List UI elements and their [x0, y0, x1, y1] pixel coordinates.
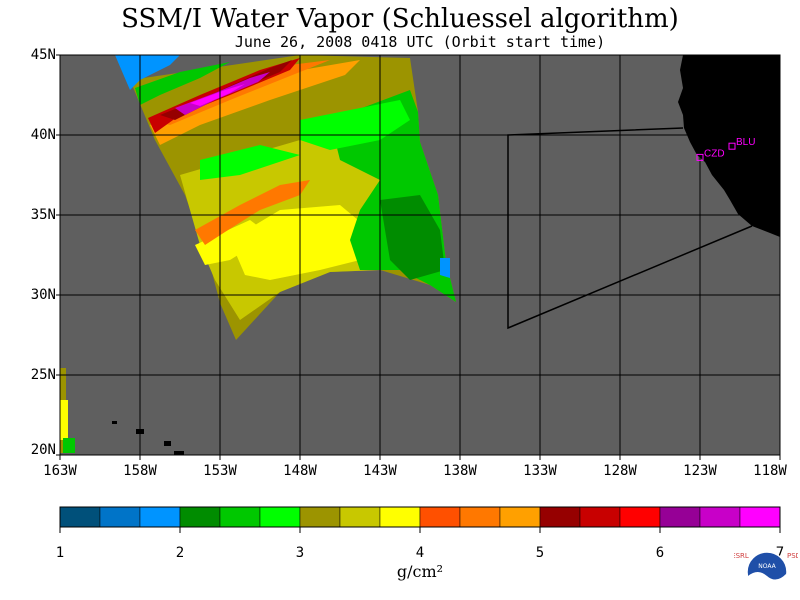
colorbar-swatch: [699, 506, 741, 528]
station-marker-czd: [696, 153, 704, 161]
colorbar-swatch: [59, 506, 101, 528]
colorbar-swatch: [379, 506, 421, 528]
station-marker-blu: [728, 142, 736, 150]
colorbar-swatch: [179, 506, 221, 528]
swath-green-bright: [300, 100, 410, 150]
colorbar-label-5: 5: [535, 545, 545, 561]
lat-label-20n: 20N: [30, 442, 56, 458]
colorbar-label-7: 7: [775, 545, 785, 561]
colorbar-swatch: [139, 506, 181, 528]
swath-green-nw: [135, 62, 230, 105]
lon-label-158w: 158W: [123, 463, 157, 479]
lon-label-153w: 153W: [203, 463, 237, 479]
colorbar-swatch: [259, 506, 301, 528]
lon-label-138w: 138W: [443, 463, 477, 479]
swath-green-bright-2: [200, 145, 300, 180]
swath-blue-east: [440, 258, 450, 278]
colorbar-label-6: 6: [655, 545, 665, 561]
lon-label-128w: 128W: [603, 463, 637, 479]
swath-blue-nw: [115, 55, 180, 90]
swath-magenta-bright: [190, 84, 245, 106]
noaa-logo: ESRL PSD NOAA: [734, 551, 798, 593]
colorbar-swatch: [339, 506, 381, 528]
lat-label-30n: 30N: [30, 287, 56, 303]
stations: CZD BLU: [696, 137, 755, 161]
lon-label-133w: 133W: [523, 463, 557, 479]
lon-label-163w: 163W: [43, 463, 77, 479]
swath-green-dark: [380, 195, 445, 280]
lon-label-148w: 148W: [283, 463, 317, 479]
colorbar-swatch: [739, 506, 781, 528]
station-label-blu: BLU: [736, 137, 755, 148]
swath-orange-band: [195, 180, 310, 245]
graticule: [60, 55, 780, 455]
swath-orange-north: [150, 60, 360, 145]
map-title: SSM/I Water Vapor (Schluessel algorithm): [121, 4, 679, 34]
colorbar-swatch: [219, 506, 261, 528]
colorbar-swatch: [299, 506, 341, 528]
lat-label-35n: 35N: [30, 207, 56, 223]
map-subtitle: June 26, 2008 0418 UTC (Orbit start time…: [234, 33, 606, 51]
colorbar-swatch: [539, 506, 581, 528]
colorbar-swatch: [459, 506, 501, 528]
lat-label-45n: 45N: [30, 47, 56, 63]
logo-esrl-text: ESRL: [734, 552, 749, 560]
lon-label-143w: 143W: [363, 463, 397, 479]
colorbar: [59, 506, 781, 533]
swath-yellow-2: [195, 220, 270, 265]
colorbar-swatch: [659, 506, 701, 528]
colorbar-swatch: [579, 506, 621, 528]
domain-outline: [507, 127, 753, 330]
western-strip: [60, 368, 75, 453]
logo-noaa-text: NOAA: [758, 563, 776, 570]
colorbar-label-4: 4: [415, 545, 425, 561]
lon-label-123w: 123W: [683, 463, 717, 479]
map-frame: [59, 54, 781, 456]
lon-label-118w: 118W: [753, 463, 787, 479]
lat-label-25n: 25N: [30, 367, 56, 383]
colorbar-label-3: 3: [295, 545, 305, 561]
colorbar-units: g/cm²: [396, 562, 444, 581]
colorbar-swatch: [619, 506, 661, 528]
station-label-czd: CZD: [704, 148, 725, 159]
colorbar-swatch: [99, 506, 141, 528]
logo-psd-text: PSD: [787, 552, 798, 560]
colorbar-label-1: 1: [55, 545, 65, 561]
colorbar-label-2: 2: [175, 545, 185, 561]
lat-label-40n: 40N: [30, 127, 56, 143]
satellite-swath: [115, 55, 456, 340]
colorbar-swatch: [499, 506, 541, 528]
colorbar-swatch: [419, 506, 461, 528]
tick-marks: [56, 54, 781, 460]
